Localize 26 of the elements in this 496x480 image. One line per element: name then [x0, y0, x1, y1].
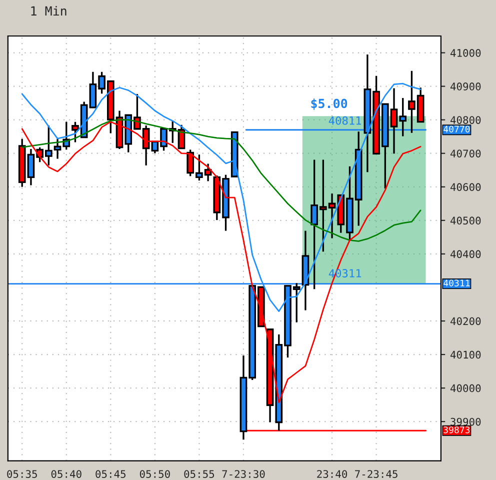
- ref-line-label: 40311: [444, 280, 470, 286]
- annotation: 40811: [328, 116, 362, 125]
- line-series: [21, 82, 422, 312]
- x-tick-label: 7-23:45: [355, 470, 398, 478]
- y-tick-label: 40700: [450, 150, 481, 158]
- y-tick-label: 40200: [450, 317, 481, 326]
- x-tick-label: 7-23:30: [222, 470, 265, 478]
- y-tick-label: 39900: [450, 418, 481, 426]
- y-tick-label: 40900: [450, 82, 481, 90]
- chart-title: 1 Min: [31, 6, 66, 16]
- y-tick-label: 40000: [450, 384, 481, 392]
- x-tick-label: 23:40: [317, 470, 348, 478]
- y-tick-label: 41000: [450, 49, 481, 57]
- x-tick-label: 05:55: [184, 470, 214, 478]
- y-tick-label: 40600: [450, 183, 481, 192]
- ref-line-label: 39873: [444, 426, 470, 434]
- ref-line-label: 40770: [444, 126, 470, 133]
- x-tick-label: 05:40: [51, 470, 82, 478]
- x-tick-label: 05:35: [7, 470, 37, 478]
- x-tick-label: 05:45: [96, 470, 126, 478]
- y-tick-label: 40800: [450, 116, 481, 124]
- y-tick-label: 40500: [450, 216, 481, 225]
- x-tick-label: 05:50: [140, 470, 170, 478]
- y-tick-label: 40400: [450, 250, 481, 258]
- y-tick-label: 40100: [450, 350, 481, 359]
- band-label: $5.00: [311, 98, 348, 110]
